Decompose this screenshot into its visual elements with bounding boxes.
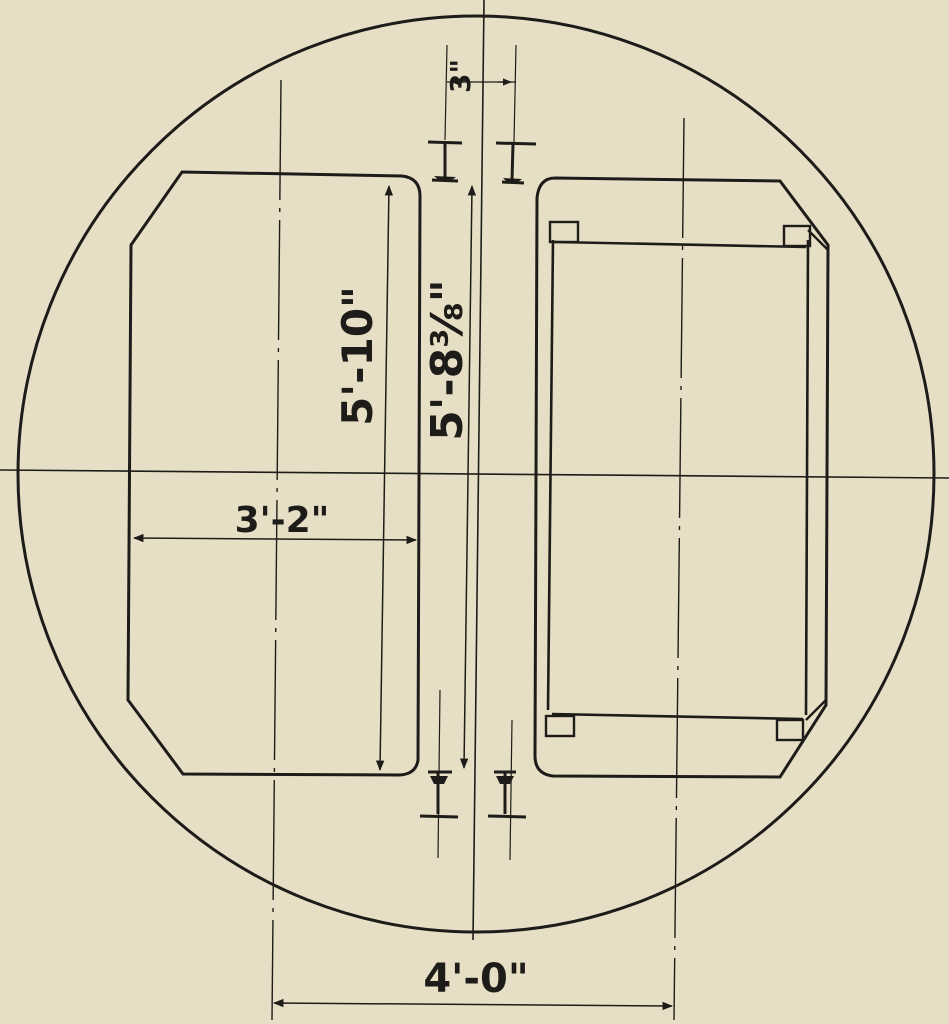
upper-left-rail: [427, 140, 463, 183]
track-centers-dimension-line: [272, 998, 674, 1011]
car-width-dimension-line: [132, 533, 418, 545]
rail-extension-lines: [437, 44, 517, 861]
right-car-outline: [533, 176, 830, 779]
right-car-corner-block: [782, 224, 812, 248]
right-car-inner-wall: [546, 239, 810, 716]
rail-span-dimension-line: [459, 184, 477, 770]
right-car-corner-block: [548, 220, 580, 244]
gap-width-label: 3": [444, 59, 477, 93]
tunnel-shell-circle: [16, 14, 936, 934]
rail-span-label: 5'-8⅜": [422, 279, 473, 440]
right-car-centerline: [673, 117, 685, 1021]
vertical-center-line: [472, 0, 485, 941]
left-car-outline: [126, 170, 422, 777]
upper-right-rail: [495, 141, 537, 185]
car-height-dimension-line: [375, 184, 394, 772]
right-car-corner-block: [775, 718, 805, 742]
right-car-side-flare: [805, 229, 829, 721]
right-car-corner-block: [544, 714, 576, 738]
left-car-centerline: [271, 79, 282, 1021]
track-centers-label: 4'-0": [423, 956, 528, 1002]
lower-right-rail: [487, 770, 527, 819]
car-width-label: 3'-2": [235, 500, 330, 541]
car-height-label: 5'-10": [333, 286, 382, 426]
